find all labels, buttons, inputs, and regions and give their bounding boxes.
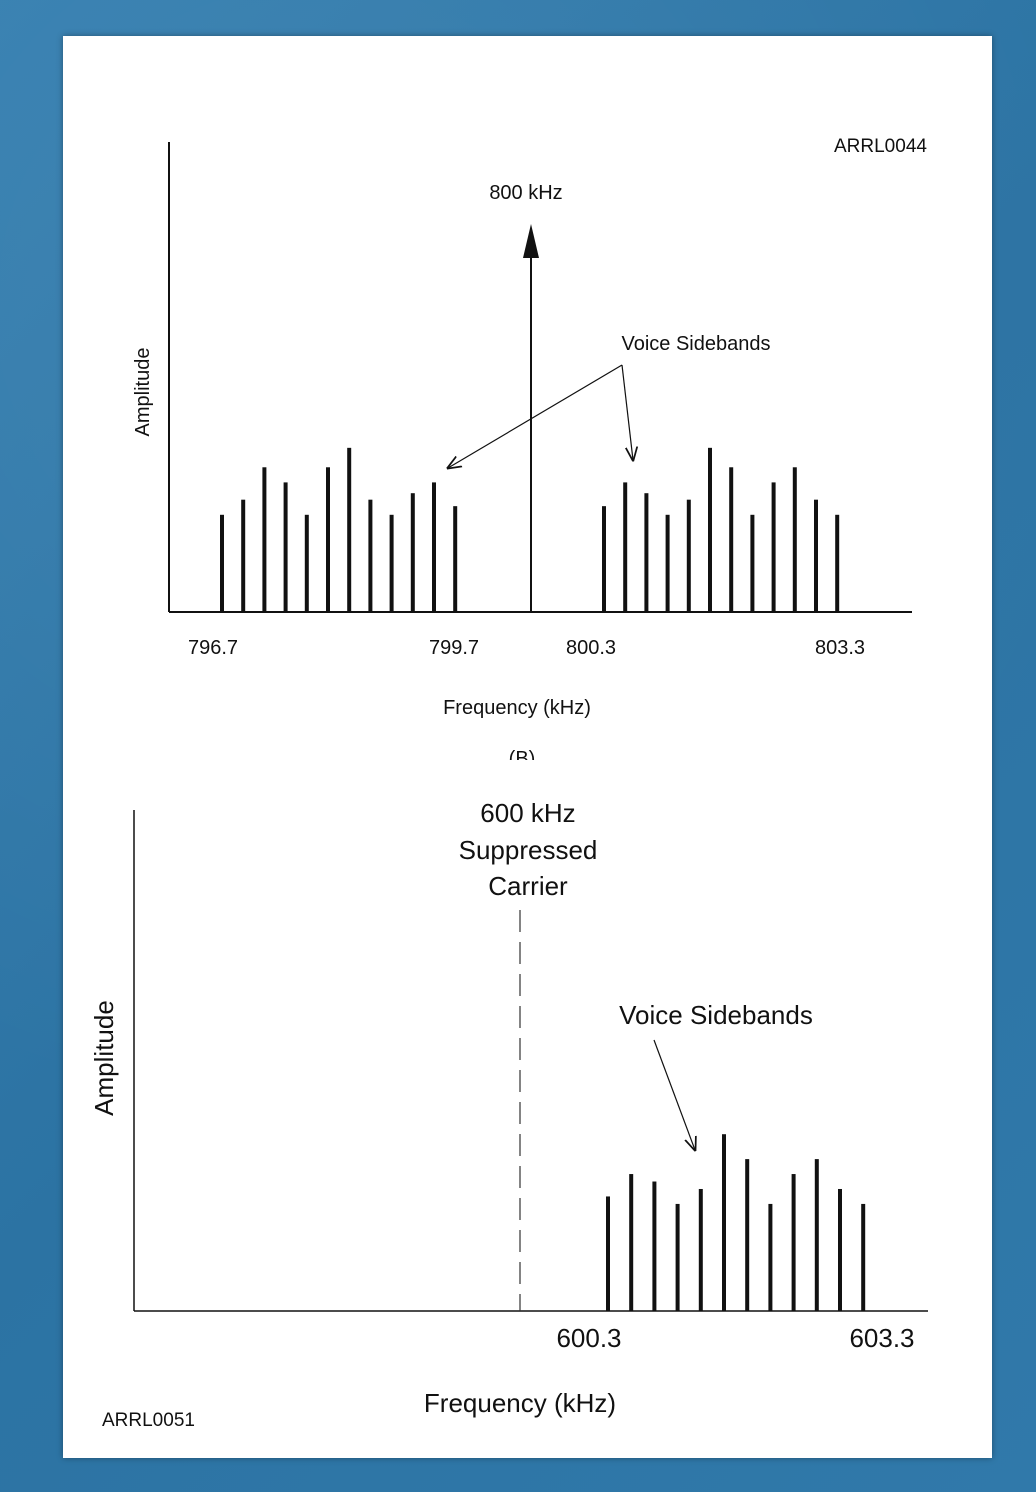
figure-b-tick-800-3: 800.3 bbox=[566, 637, 616, 659]
figure-c-upper-sideband bbox=[606, 1134, 866, 1311]
figure-c-tick-600-3: 600.3 bbox=[556, 1323, 621, 1353]
figure-c-upper-sideband-bar-1 bbox=[606, 1196, 610, 1311]
figure-c-upper-sideband-bar-8 bbox=[768, 1203, 773, 1311]
figure-c-upper-sideband-bar-6 bbox=[722, 1134, 726, 1311]
figure-c-upper-sideband-bar-2 bbox=[629, 1174, 634, 1311]
figure-c-y-label: Amplitude bbox=[89, 1000, 119, 1116]
figure-c-x-label: Frequency (kHz) bbox=[424, 1388, 616, 1418]
figure-b-code: ARRL0044 bbox=[834, 136, 927, 157]
figure-b-lower-sideband-bar-8 bbox=[368, 499, 373, 612]
figure-b-lower-sideband-bar-10 bbox=[410, 493, 415, 612]
figure-c-upper-sideband-bar-4 bbox=[675, 1203, 680, 1311]
figure-b-lower-sideband-bar-4 bbox=[283, 482, 288, 612]
figure-b-carrier-label: 800 kHz bbox=[489, 182, 562, 204]
figure-b-upper-sideband-bar-4 bbox=[665, 514, 670, 612]
figure-b-upper-sideband-bar-1 bbox=[602, 506, 606, 612]
figure-b-lower-sideband-bar-6 bbox=[326, 467, 330, 612]
figure-b-lower-sideband-bar-12 bbox=[453, 506, 458, 612]
figure-b-lower-sideband-bar-1 bbox=[220, 514, 224, 612]
figure-b-upper-sideband bbox=[602, 447, 840, 612]
figure-b-y-label: Amplitude bbox=[132, 348, 154, 437]
figure-c-code: ARRL0051 bbox=[102, 1410, 195, 1431]
figure-b-lower-callout-arrow bbox=[448, 364, 623, 468]
figure-c-upper-sideband-bar-9 bbox=[791, 1174, 796, 1311]
figure-c-upper-sideband-bar-11 bbox=[838, 1188, 842, 1311]
figure-b-upper-sideband-bar-12 bbox=[835, 514, 840, 612]
figure-b-tick-799-7: 799.7 bbox=[429, 637, 479, 659]
figure-b-upper-sideband-bar-6 bbox=[708, 447, 712, 612]
figure-b: ARRL0044 Amplitude 800 kHz Voice Sideban… bbox=[132, 136, 927, 770]
figure-c-upper-sideband-bar-12 bbox=[861, 1203, 866, 1311]
figure-b-upper-sideband-bar-10 bbox=[792, 467, 797, 612]
figure-b-upper-sideband-bar-9 bbox=[771, 482, 776, 612]
figure-c-upper-sideband-bar-10 bbox=[814, 1159, 819, 1311]
figure-b-tick-796-7: 796.7 bbox=[188, 637, 238, 659]
figure-c-carrier-label-line3: Carrier bbox=[488, 871, 568, 901]
figure-b-upper-callout-arrow bbox=[621, 364, 633, 460]
figure-b-lower-sideband-bar-5 bbox=[304, 514, 309, 612]
figure-b-upper-sideband-bar-11 bbox=[814, 499, 818, 612]
figure-b-sidebands-label: Voice Sidebands bbox=[621, 333, 770, 355]
figure-c-upper-sideband-bar-3 bbox=[652, 1181, 657, 1311]
figure-b-x-label: Frequency (kHz) bbox=[443, 697, 591, 719]
diagram-sheet bbox=[63, 36, 992, 1458]
figure-b-lower-sideband-bar-11 bbox=[432, 482, 436, 612]
figure-b-upper-sideband-bar-8 bbox=[750, 514, 755, 612]
figure-c-sidebands-label: Voice Sidebands bbox=[619, 1000, 813, 1030]
figure-b-upper-sideband-bar-2 bbox=[623, 482, 628, 612]
figure-b-upper-sideband-bar-3 bbox=[644, 493, 649, 612]
figure-b-lower-sideband-bar-3 bbox=[262, 467, 267, 612]
figure-b-lower-sideband-bar-9 bbox=[389, 514, 394, 612]
figure-b-carrier-arrowhead bbox=[523, 224, 539, 258]
figure-b-lower-sideband-bar-2 bbox=[241, 499, 246, 612]
figure-b-lower-sideband bbox=[220, 447, 458, 612]
figure-b-upper-sideband-bar-5 bbox=[686, 499, 691, 612]
figure-b-panel-label: (B) bbox=[509, 748, 536, 770]
figure-b-upper-sideband-bar-7 bbox=[729, 467, 734, 612]
figure-c-tick-603-3: 603.3 bbox=[849, 1323, 914, 1353]
figure-b-tick-803-3: 803.3 bbox=[815, 637, 865, 659]
figure-c-carrier-label-line1: 600 kHz bbox=[480, 798, 575, 828]
figure-c-upper-sideband-bar-5 bbox=[698, 1188, 703, 1311]
figure-c: Amplitude 600 kHz Suppressed Carrier Voi… bbox=[89, 798, 928, 1431]
figure-b-lower-sideband-bar-7 bbox=[347, 447, 352, 612]
figure-c-upper-sideband-bar-7 bbox=[745, 1159, 750, 1311]
figure-c-callout-arrow bbox=[653, 1039, 695, 1150]
figure-c-carrier-label-line2: Suppressed bbox=[459, 835, 598, 865]
